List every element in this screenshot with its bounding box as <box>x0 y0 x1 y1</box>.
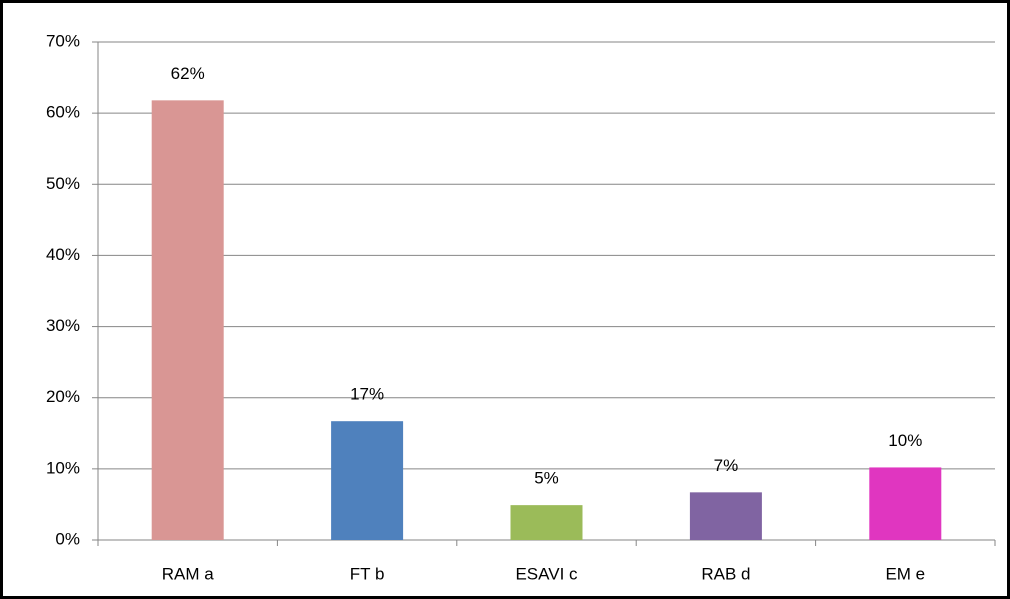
y-tick-label: 30% <box>46 316 80 335</box>
y-tick-label: 40% <box>46 245 80 264</box>
y-tick-label: 60% <box>46 103 80 122</box>
data-label: 17% <box>350 385 384 404</box>
bar <box>151 100 224 540</box>
x-tick-label: RAM a <box>162 564 215 583</box>
x-tick-label: FT b <box>350 564 385 583</box>
data-label: 7% <box>714 456 739 475</box>
bar <box>869 467 942 540</box>
y-tick-label: 50% <box>46 174 80 193</box>
y-tick-label: 10% <box>46 458 80 477</box>
bar <box>331 421 404 540</box>
y-tick-label: 0% <box>55 529 80 548</box>
data-label: 62% <box>171 64 205 83</box>
y-tick-label: 70% <box>46 31 80 50</box>
bar <box>689 492 762 540</box>
y-tick-label: 20% <box>46 387 80 406</box>
bar <box>510 505 583 540</box>
x-tick-label: RAB d <box>701 564 750 583</box>
data-label: 5% <box>534 469 559 488</box>
x-tick-label: ESAVI c <box>515 564 578 583</box>
x-tick-label: EM e <box>885 564 925 583</box>
data-label: 10% <box>888 431 922 450</box>
